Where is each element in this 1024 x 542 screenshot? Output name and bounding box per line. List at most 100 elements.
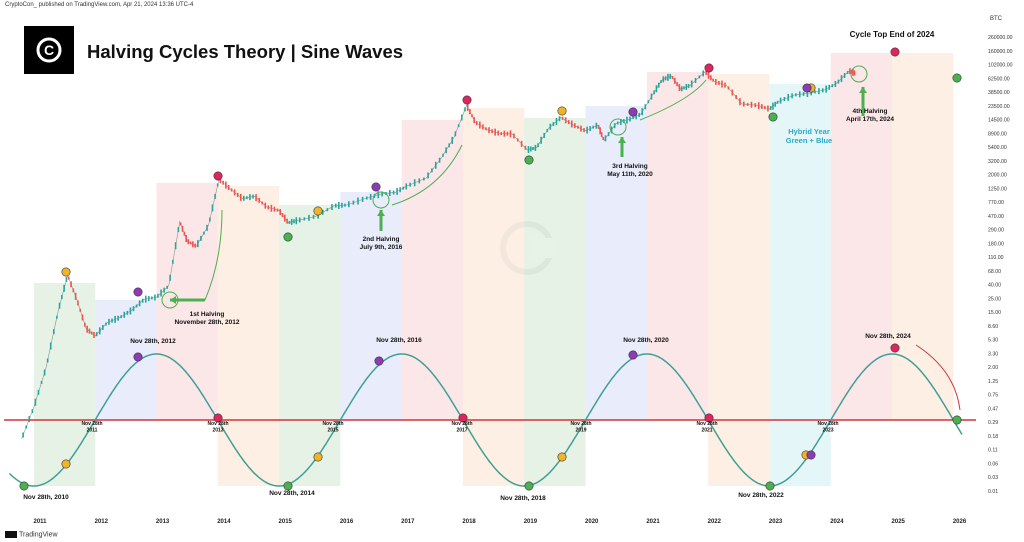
cycle-dot bbox=[628, 107, 638, 117]
trough-label: Nov 28th, 2014 bbox=[269, 490, 315, 497]
price-candle bbox=[580, 125, 582, 132]
price-candle bbox=[352, 200, 355, 205]
cycle-dot bbox=[462, 95, 472, 105]
crossing-label: Nov 28th bbox=[451, 421, 472, 427]
price-candle bbox=[626, 116, 628, 124]
x-tick-label: 2020 bbox=[585, 519, 599, 525]
y-tick-label: 102000.00 bbox=[988, 63, 1013, 69]
cycle-dot bbox=[952, 73, 962, 83]
price-candle bbox=[74, 292, 77, 300]
price-candle bbox=[239, 193, 242, 201]
halving-circle bbox=[850, 65, 868, 83]
price-candle bbox=[209, 217, 211, 222]
annotation-labels: Nov 28th, 2010 Nov 28th, 2014 Nov 28th, 20… bbox=[23, 30, 935, 502]
price-candle bbox=[791, 93, 793, 99]
price-candle bbox=[169, 274, 171, 281]
price-candle bbox=[331, 204, 333, 211]
price-candle bbox=[516, 138, 519, 142]
cycle-dot bbox=[313, 452, 323, 462]
annotation-text: July 9th, 2016 bbox=[360, 244, 403, 251]
price-candle bbox=[653, 90, 655, 95]
crossing-label: Nov 28th bbox=[81, 421, 102, 427]
price-candle bbox=[549, 123, 552, 130]
cycle-dot bbox=[133, 352, 143, 362]
price-candle bbox=[261, 201, 264, 205]
sine-wave bbox=[8, 353, 963, 487]
price-candle bbox=[252, 194, 254, 199]
price-candle bbox=[577, 125, 579, 129]
crossing-label: 2015 bbox=[327, 428, 338, 434]
cycle-band bbox=[524, 118, 586, 486]
annotation-text: 2nd Halving bbox=[363, 236, 400, 243]
price-candle bbox=[230, 188, 233, 192]
price-candle bbox=[595, 122, 598, 129]
price-candle bbox=[555, 117, 558, 125]
price-candle bbox=[264, 202, 267, 209]
price-candle bbox=[527, 146, 530, 154]
price-candle bbox=[377, 191, 380, 199]
price-candle bbox=[707, 71, 710, 79]
watermark-logo-icon bbox=[500, 221, 555, 275]
cycle-band bbox=[708, 74, 770, 486]
price-candle bbox=[185, 235, 188, 243]
y-tick-label: 1.25 bbox=[988, 379, 998, 385]
annotation-text: Green + Blue bbox=[786, 136, 832, 145]
y-tick-label: 180.00 bbox=[988, 241, 1004, 247]
price-candle bbox=[31, 409, 34, 414]
price-candle bbox=[727, 86, 730, 90]
price-candle bbox=[423, 177, 425, 181]
y-tick-label: 15.00 bbox=[988, 310, 1001, 316]
price-candle bbox=[126, 310, 129, 315]
price-candle bbox=[772, 102, 774, 110]
peak-label: Nov 28th, 2012 bbox=[130, 338, 176, 345]
price-candle bbox=[43, 369, 46, 376]
halving-circle bbox=[609, 118, 627, 136]
cycle-dot bbox=[313, 206, 323, 216]
price-candle bbox=[667, 73, 669, 81]
y-tick-label: 0.11 bbox=[988, 448, 998, 454]
price-candle bbox=[583, 128, 585, 133]
cycle-band bbox=[462, 108, 525, 486]
price-candle bbox=[552, 122, 555, 127]
price-candle bbox=[473, 117, 475, 124]
price-candle bbox=[750, 101, 753, 108]
price-candle bbox=[503, 130, 506, 137]
price-candle bbox=[586, 126, 588, 134]
price-candle bbox=[685, 83, 688, 90]
price-candle bbox=[705, 70, 708, 75]
x-tick-label: 2013 bbox=[156, 519, 170, 525]
price-candle bbox=[90, 331, 93, 335]
price-candle bbox=[635, 113, 637, 120]
y-tick-label: 38500.00 bbox=[988, 90, 1010, 96]
annotation-text: November 28th, 2012 bbox=[174, 319, 239, 326]
y-tick-label: 8.60 bbox=[988, 324, 998, 330]
price-candle bbox=[814, 90, 816, 94]
price-candle bbox=[58, 302, 61, 309]
price-candle bbox=[843, 73, 846, 79]
price-candle bbox=[409, 182, 411, 187]
trough-label: Nov 28th, 2010 bbox=[23, 494, 69, 501]
cycle-dot bbox=[371, 182, 381, 192]
price-candle bbox=[488, 127, 490, 134]
price-candle bbox=[457, 124, 460, 128]
price-candle bbox=[620, 119, 622, 126]
price-candle bbox=[834, 80, 837, 87]
price-candle bbox=[600, 132, 603, 138]
price-candle bbox=[543, 132, 545, 138]
price-candle bbox=[98, 327, 101, 335]
annotation-text: 4th Halving bbox=[852, 108, 887, 115]
cycle-band bbox=[33, 283, 96, 486]
price-candle bbox=[166, 285, 168, 289]
price-candle bbox=[418, 178, 421, 184]
price-candle bbox=[77, 300, 79, 306]
price-candle bbox=[710, 75, 712, 81]
cycle-band bbox=[95, 300, 157, 420]
trough-label: Nov 28th, 2022 bbox=[738, 492, 784, 499]
price-candle bbox=[769, 106, 772, 111]
y-tick-label: 25.00 bbox=[988, 296, 1001, 302]
x-tick-label: 2026 bbox=[953, 519, 967, 525]
price-candle bbox=[225, 181, 227, 189]
arrow-head-icon bbox=[859, 87, 867, 93]
price-candle bbox=[567, 120, 570, 125]
price-candle bbox=[438, 157, 441, 163]
